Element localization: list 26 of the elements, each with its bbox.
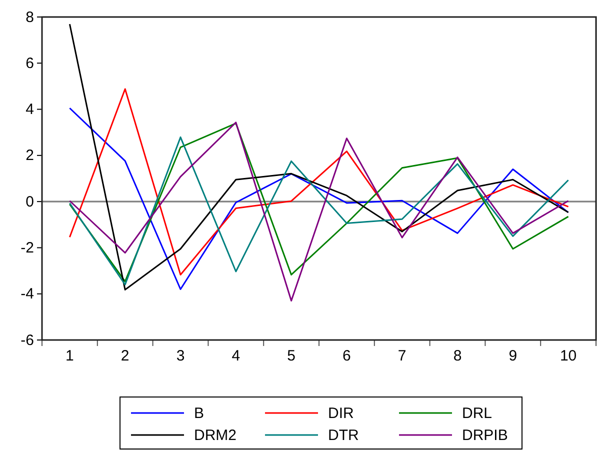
y-tick-label: 8: [26, 8, 34, 26]
x-tick-label: 10: [560, 348, 577, 365]
legend-label: DIR: [328, 405, 354, 422]
x-tick-label: 4: [232, 348, 240, 365]
x-tick-label: 7: [398, 348, 406, 365]
x-tick-label: 2: [120, 348, 130, 365]
line-series: [68, 23, 570, 290]
line-series: [68, 88, 570, 276]
x-tick-label: 3: [176, 348, 185, 365]
y-tick-label: -6: [20, 332, 34, 349]
x-tick-label: 8: [453, 348, 462, 365]
legend-label: DTR: [328, 427, 359, 444]
x-tick-label: 5: [287, 348, 296, 365]
y-tick-label: -4: [20, 286, 34, 303]
x-tick-label: 6: [342, 348, 351, 365]
x-tick-label: 1: [66, 348, 74, 365]
y-tick-label: 4: [26, 101, 34, 118]
legend-label: DRL: [462, 405, 492, 422]
y-tick-label: 2: [26, 147, 34, 164]
y-tick-label: 0: [26, 193, 34, 210]
legend-label: DRM2: [194, 427, 237, 444]
y-tick-label: -2: [20, 240, 34, 257]
y-tick-label: 6: [26, 54, 34, 72]
legend-label: DRPIB: [462, 427, 508, 444]
x-tick-label: 9: [508, 348, 518, 365]
legend-label: B: [194, 405, 204, 422]
